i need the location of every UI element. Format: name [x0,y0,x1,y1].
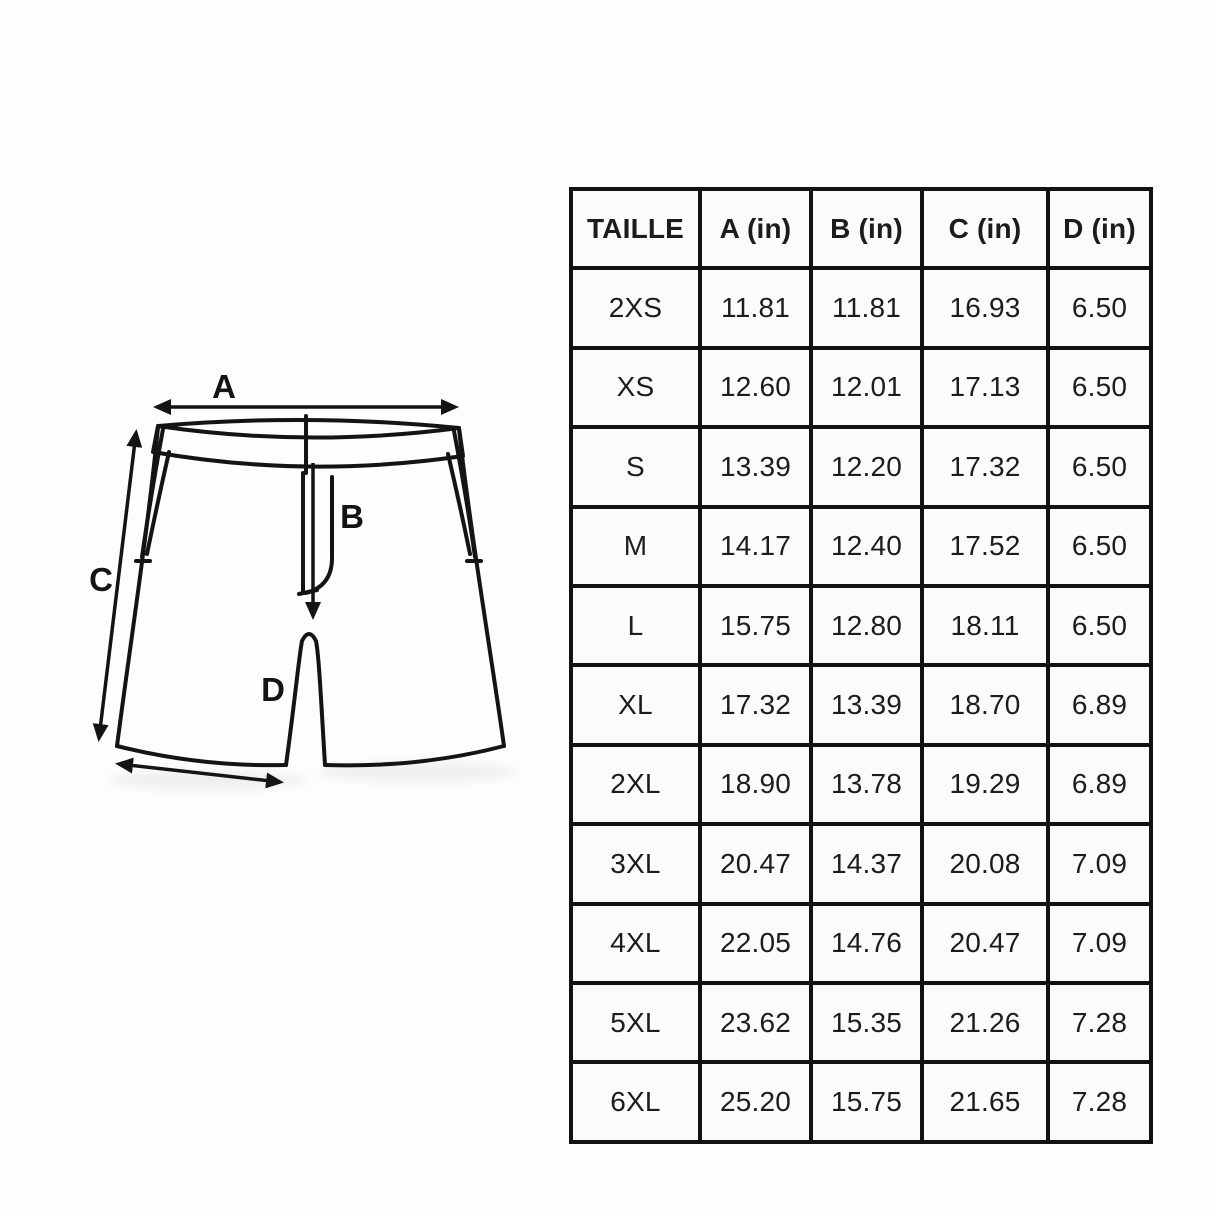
measurement-cell: 6.50 [1046,504,1153,588]
column-header: D (in) [1046,186,1153,271]
measurement-cell: 7.09 [1046,901,1153,985]
right-pocket-inner [446,452,472,556]
measurement-cell: 20.47 [698,822,813,906]
dimension-label-b: B [340,498,364,535]
measurement-cell: 21.65 [920,1060,1050,1144]
size-cell: M [569,504,702,588]
table-row: 5XL 23.62 15.35 21.26 7.28 [569,980,1153,1065]
measurement-cell: 11.81 [809,266,924,350]
measurement-cell: 18.70 [920,663,1050,747]
crotch-split [284,632,327,767]
measurement-cell: 18.11 [920,583,1050,668]
table-body: 2XS 11.81 11.81 16.93 6.50 XS 12.60 12.01 17.13 6… [569,266,1153,1144]
table-row: XL 17.32 13.39 18.70 6.89 [569,663,1153,747]
measurement-cell: 17.52 [920,504,1050,588]
column-header: TAILLE [569,186,702,271]
table-row: 2XS 11.81 11.81 16.93 6.50 [569,266,1153,350]
measurement-cell: 18.90 [698,742,813,827]
size-cell: 6XL [569,1060,702,1144]
measurement-cell: 17.32 [920,425,1050,509]
right-hem [323,744,506,768]
measurement-cell: 20.08 [920,822,1050,906]
dimension-arrows [92,399,459,789]
size-cell: 4XL [569,901,702,985]
size-cell: 2XS [569,266,702,350]
dimension-label-c: C [89,561,113,598]
column-header: B (in) [809,186,924,271]
measurement-cell: 6.50 [1046,583,1153,668]
size-cell: XS [569,345,702,430]
measurement-cell: 25.20 [698,1060,813,1144]
dimension-arrow-d [115,757,284,789]
table-row: 6XL 25.20 15.75 21.65 7.28 [569,1060,1153,1144]
left-pocket-outer [140,427,165,559]
measurement-cell: 11.81 [698,266,813,350]
measurement-cell: 22.05 [698,901,813,985]
measurement-cell: 13.78 [809,742,924,827]
size-table: TAILLE A (in) B (in) C (in) D (in) 2XS 11.81 1… [569,186,1153,1144]
table-row: S 13.39 12.20 17.32 6.50 [569,425,1153,509]
measurement-cell: 13.39 [809,663,924,747]
shadow [108,763,518,789]
dimension-label-a: A [212,368,236,405]
measurement-cell: 12.40 [809,504,924,588]
size-cell: L [569,583,702,668]
measurement-cell: 12.60 [698,345,813,430]
measurement-cell: 13.39 [698,425,813,509]
measurement-cell: 15.75 [809,1060,924,1144]
left-pocket-inner [145,450,171,556]
measurement-cell: 12.01 [809,345,924,430]
table-row: 2XL 18.90 13.78 19.29 6.89 [569,742,1153,827]
shorts-diagram: A B C D [60,350,540,810]
table-row: 3XL 20.47 14.37 20.08 7.09 [569,822,1153,906]
size-cell: XL [569,663,702,747]
size-cell: 5XL [569,980,702,1065]
measurement-cell: 16.93 [920,266,1050,350]
measurement-cell: 15.75 [698,583,813,668]
measurement-cell: 7.28 [1046,1060,1153,1144]
measurement-cell: 15.35 [809,980,924,1065]
measurement-cell: 14.76 [809,901,924,985]
measurement-cell: 6.50 [1046,345,1153,430]
table-row: XS 12.60 12.01 17.13 6.50 [569,345,1153,430]
measurement-cell: 17.32 [698,663,813,747]
measurement-cell: 17.13 [920,345,1050,430]
measurement-cell: 19.29 [920,742,1050,827]
measurement-cell: 6.89 [1046,742,1153,827]
left-side-seam [115,425,160,748]
measurement-cell: 6.89 [1046,663,1153,747]
size-cell: 2XL [569,742,702,827]
table-row: 4XL 22.05 14.76 20.47 7.09 [569,901,1153,985]
header-row: TAILLE A (in) B (in) C (in) D (in) [569,186,1153,271]
dimension-arrow-c [92,429,143,742]
table-row: L 15.75 12.80 18.11 6.50 [569,583,1153,668]
size-cell: S [569,425,702,509]
left-hem [115,744,288,768]
measurement-cell: 14.17 [698,504,813,588]
measurement-cell: 14.37 [809,822,924,906]
fly-curve [304,475,334,595]
column-header: A (in) [698,186,813,271]
column-header: C (in) [920,186,1050,271]
waist-rim [156,424,461,440]
shorts-outline [115,414,506,768]
measurement-cell: 20.47 [920,901,1050,985]
measurement-cell: 7.09 [1046,822,1153,906]
right-side-seam [457,427,506,748]
measurement-cell: 12.20 [809,425,924,509]
measurement-cell: 21.26 [920,980,1050,1065]
measurement-cell: 6.50 [1046,425,1153,509]
measurement-cell: 23.62 [698,980,813,1065]
shorts-measurement-illustration: A B C D [89,368,518,789]
measurement-cell: 7.28 [1046,980,1153,1065]
measurement-cell: 12.80 [809,583,924,668]
measurement-cell: 6.50 [1046,266,1153,350]
dimension-label-d: D [261,671,285,708]
size-cell: 3XL [569,822,702,906]
table-row: M 14.17 12.40 17.52 6.50 [569,504,1153,588]
right-pocket-outer [452,429,477,559]
